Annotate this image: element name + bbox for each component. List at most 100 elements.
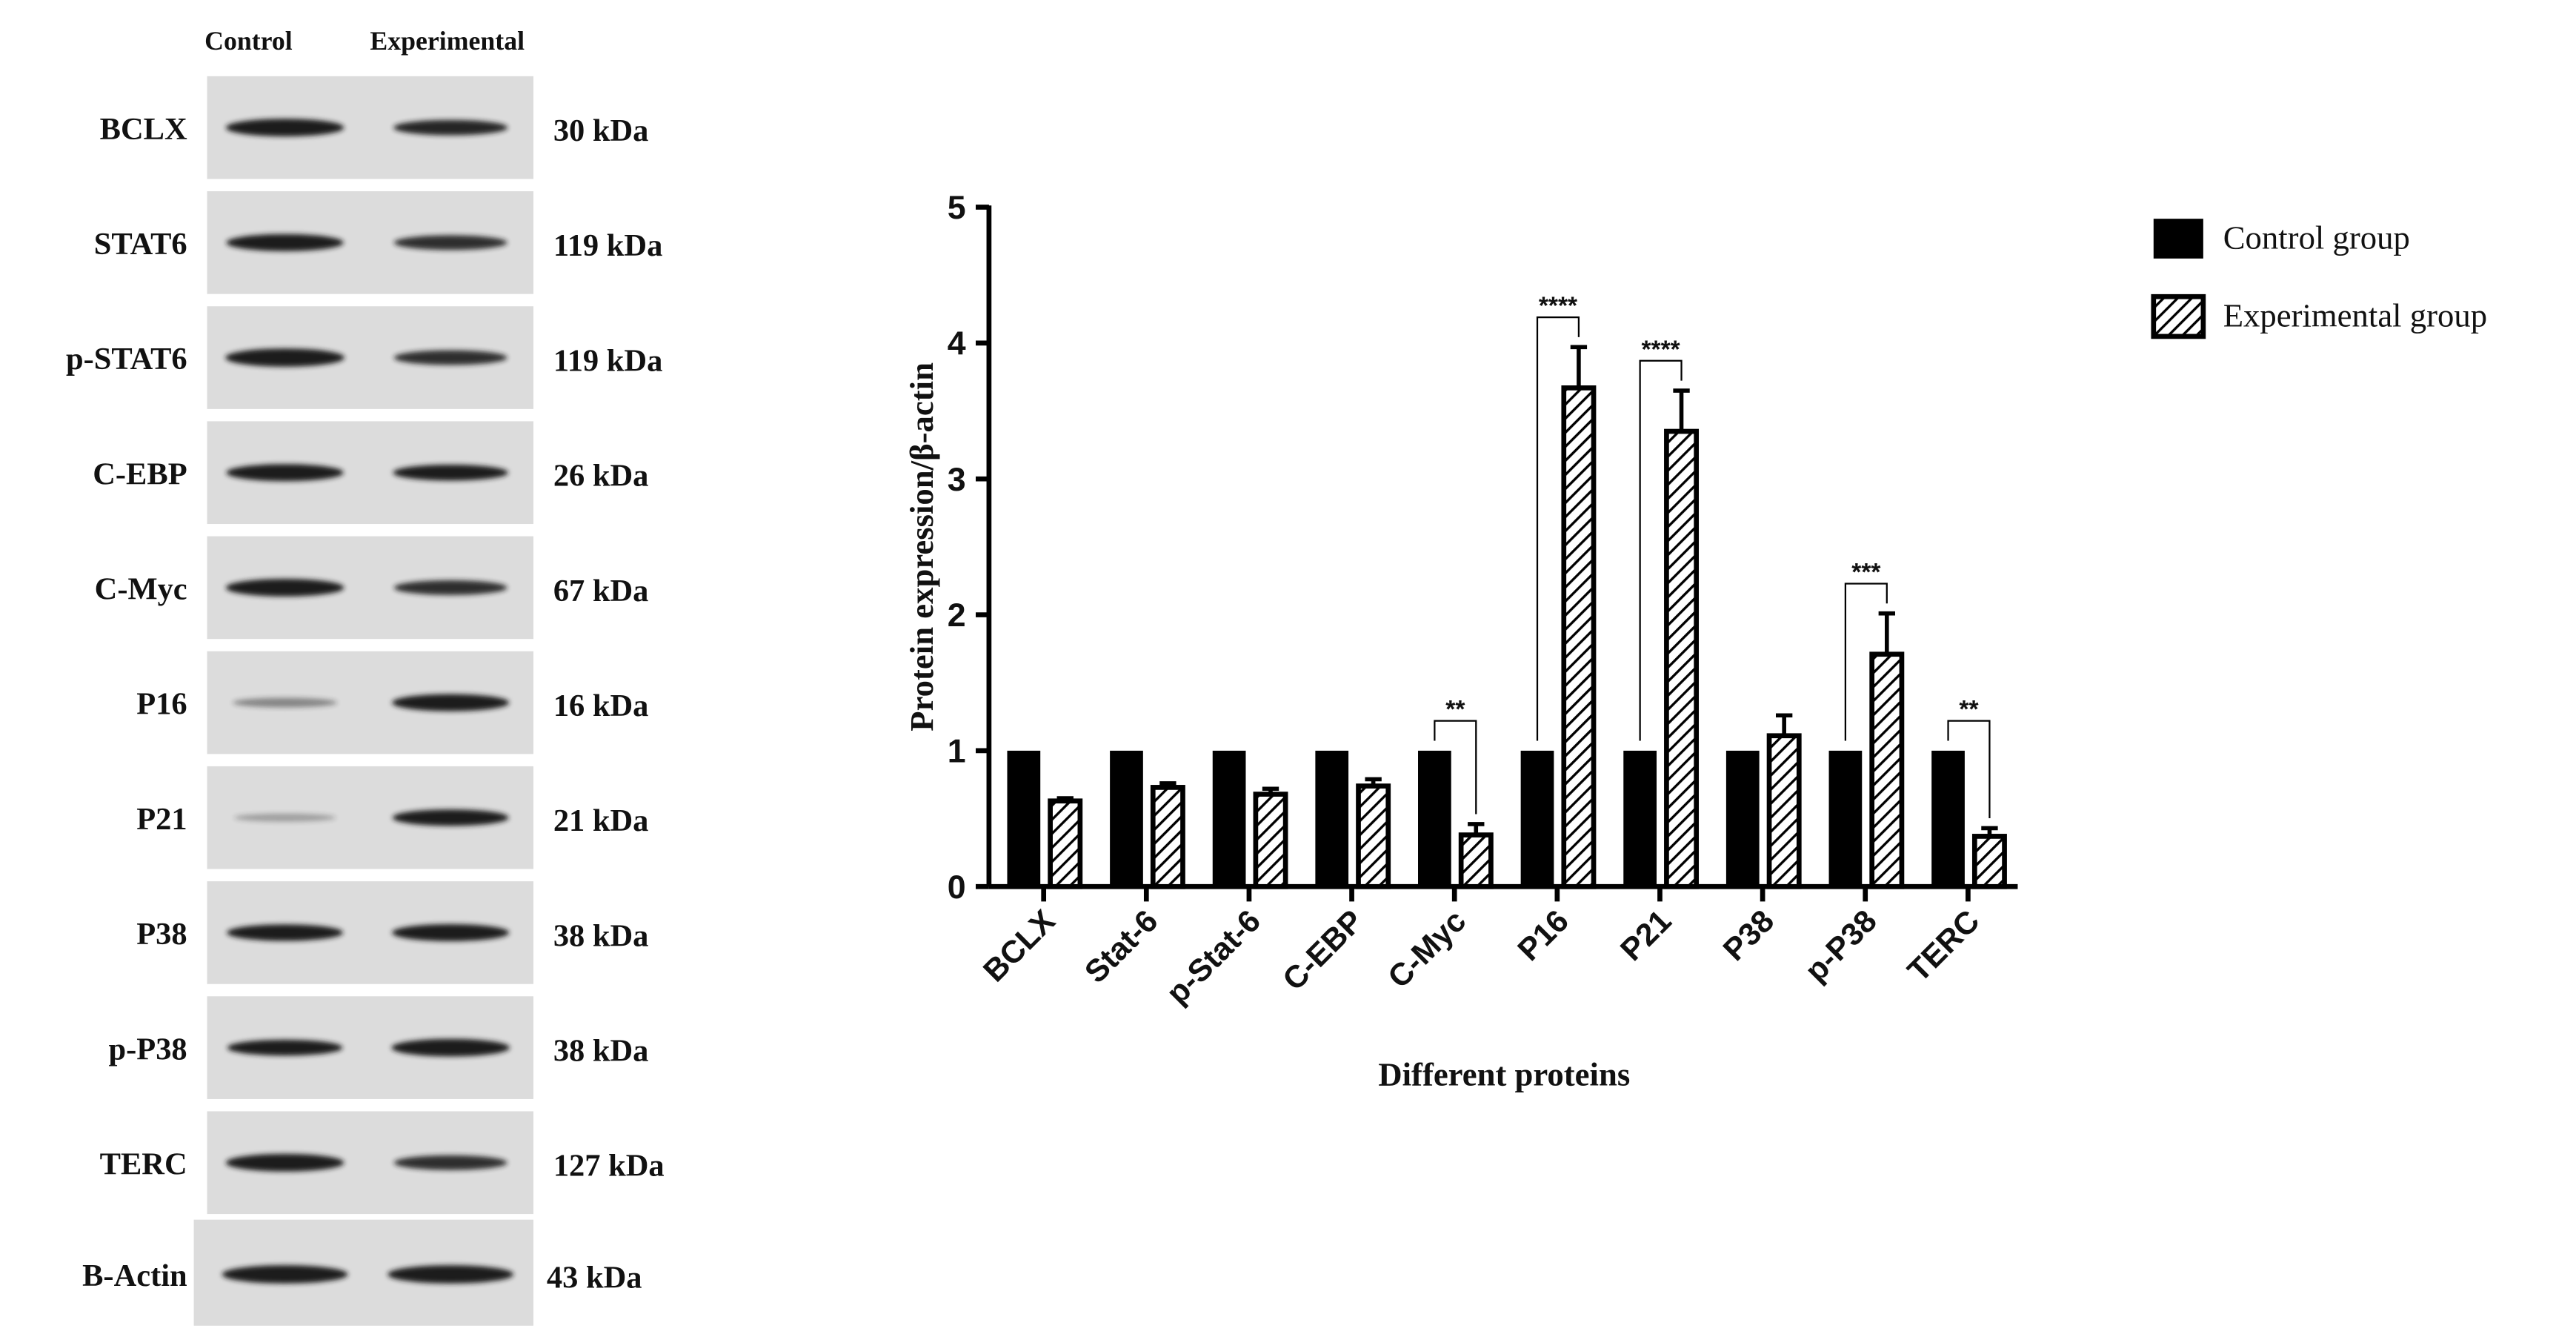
significance-label: **** [1539,293,1578,320]
significance-label: *** [1851,559,1881,586]
blot-band [393,1155,507,1170]
blot-row-kda: 127 kDa [553,1149,665,1184]
blot-band [392,694,510,711]
blot-row: STAT6 119 kDa [94,191,663,294]
bar-experimental [1048,798,1083,889]
blot-band [393,350,507,365]
legend-swatch-control [2153,219,2203,259]
chart-legend: Control group Experimental group [2151,219,2487,339]
blot-row-label: C-Myc [95,572,187,607]
blot-rows: BCLX 30 kDa STAT6 119 kDa p-STAT6 119 kDa C-EB… [66,76,665,1326]
x-tick-label: Stat-6 [1079,903,1165,990]
x-axis-label: Different proteins [1378,1056,1630,1093]
bar-experimental [1971,834,2007,889]
blot-row-kda: 38 kDa [553,1033,649,1068]
bar-experimental [1150,785,1185,889]
bar-control [1520,750,1554,887]
blot-row-label: P21 [136,802,187,837]
x-tick-label: p-P38 [1799,903,1884,989]
blot-row-label: P38 [136,917,187,952]
significance-bracket [1434,720,1477,815]
bar-experimental [1561,385,1597,889]
blot-row-kda: 30 kDa [553,113,649,148]
blot-row-kda: 38 kDa [553,918,649,953]
blot-row-label: p-STAT6 [66,342,187,376]
bar-control [1110,750,1143,887]
significance-bracket [1639,359,1683,741]
x-tick-label: p-Stat-6 [1160,903,1268,1011]
bar-experimental [1766,733,1802,889]
blot-row: B-Actin 43 kDa [82,1219,642,1326]
blot-row-label: B-Actin [82,1258,187,1293]
blot-band [393,235,507,251]
blot-row-kda: 119 kDa [553,343,663,378]
blot-band [392,809,509,826]
chart-bars: BCLX Stat-6p-Stat-6 C-EBP C-Myc P16 P21 P38 p-P… [977,345,2007,1011]
bar-control [1212,750,1246,887]
blot-band [392,923,510,941]
blot-row-kda: 21 kDa [553,803,649,838]
bar-control [1828,750,1863,887]
blot-band [233,813,336,822]
y-tick-label: 0 [948,869,966,906]
bar-control [1418,750,1451,887]
bar-control [1623,750,1657,887]
blot-row: TERC 127 kDa [100,1111,665,1215]
western-blot-panel: Control Experimental BCLX 30 kDa STAT6 119 … [66,26,665,1326]
legend-swatch-experimental [2151,293,2206,339]
bar-experimental [1253,792,1288,889]
blot-band [226,464,344,482]
blot-row-kda: 16 kDa [553,689,649,723]
bar-experimental [1869,651,1905,889]
blot-band [225,119,345,137]
blot-row-label: STAT6 [94,227,187,262]
blot-row-label: BCLX [100,112,187,147]
blot-band [227,1039,343,1056]
significance-bracket [1536,316,1580,741]
blot-row-label: P16 [136,687,187,722]
x-tick-label: P21 [1614,903,1679,968]
blot-row-kda: 119 kDa [553,228,663,263]
legend-label-experimental: Experimental group [2223,296,2487,334]
significance-label: ** [1445,696,1465,723]
y-axis-label: Protein expression/β-actin [903,362,940,731]
blot-band [225,578,345,597]
x-tick-label: BCLX [977,903,1062,989]
bar-experimental [1458,832,1494,889]
blot-band [233,697,338,708]
significance-bracket [1844,583,1888,741]
y-tick-label: 2 [948,597,966,634]
blot-band [387,1265,514,1284]
bar-chart: 0 1 2 3 4 5 BCLX Stat-6p-Stat-6 C-EBP C-Myc P16 P2… [903,190,2018,1093]
bar-control [1931,750,1965,887]
significance-label: ** [1959,696,1979,723]
blot-row-label: C-EBP [93,457,187,491]
blot-row: P38 38 kDa [136,881,648,984]
blot-row: p-P38 38 kDa [108,996,648,1099]
legend-label-control: Control group [2223,219,2410,256]
blot-row-label: p-P38 [108,1032,187,1066]
blot-row: BCLX 30 kDa [100,76,649,179]
blot-band [391,1038,510,1057]
blot-band [225,348,345,367]
blot-row-label: TERC [100,1147,187,1181]
significance-annotations: *************** [1434,293,1991,819]
x-tick-label: TERC [1901,903,1986,989]
bar-control [1725,750,1760,887]
blot-header-control: Control [204,26,293,56]
bar-experimental [1664,428,1700,889]
significance-bracket [1947,720,1991,819]
blot-band [226,233,344,251]
blot-band [393,119,508,136]
x-tick-label: C-EBP [1277,903,1371,998]
blot-band [227,924,344,941]
blot-row-kda: 67 kDa [553,574,649,608]
blot-band [225,1153,345,1172]
bar-experimental [1356,783,1391,889]
blot-row-kda: 43 kDa [547,1260,642,1295]
blot-row: P21 21 kDa [136,766,648,869]
blot-row: C-Myc 67 kDa [95,536,649,640]
y-tick-label: 3 [948,462,966,498]
